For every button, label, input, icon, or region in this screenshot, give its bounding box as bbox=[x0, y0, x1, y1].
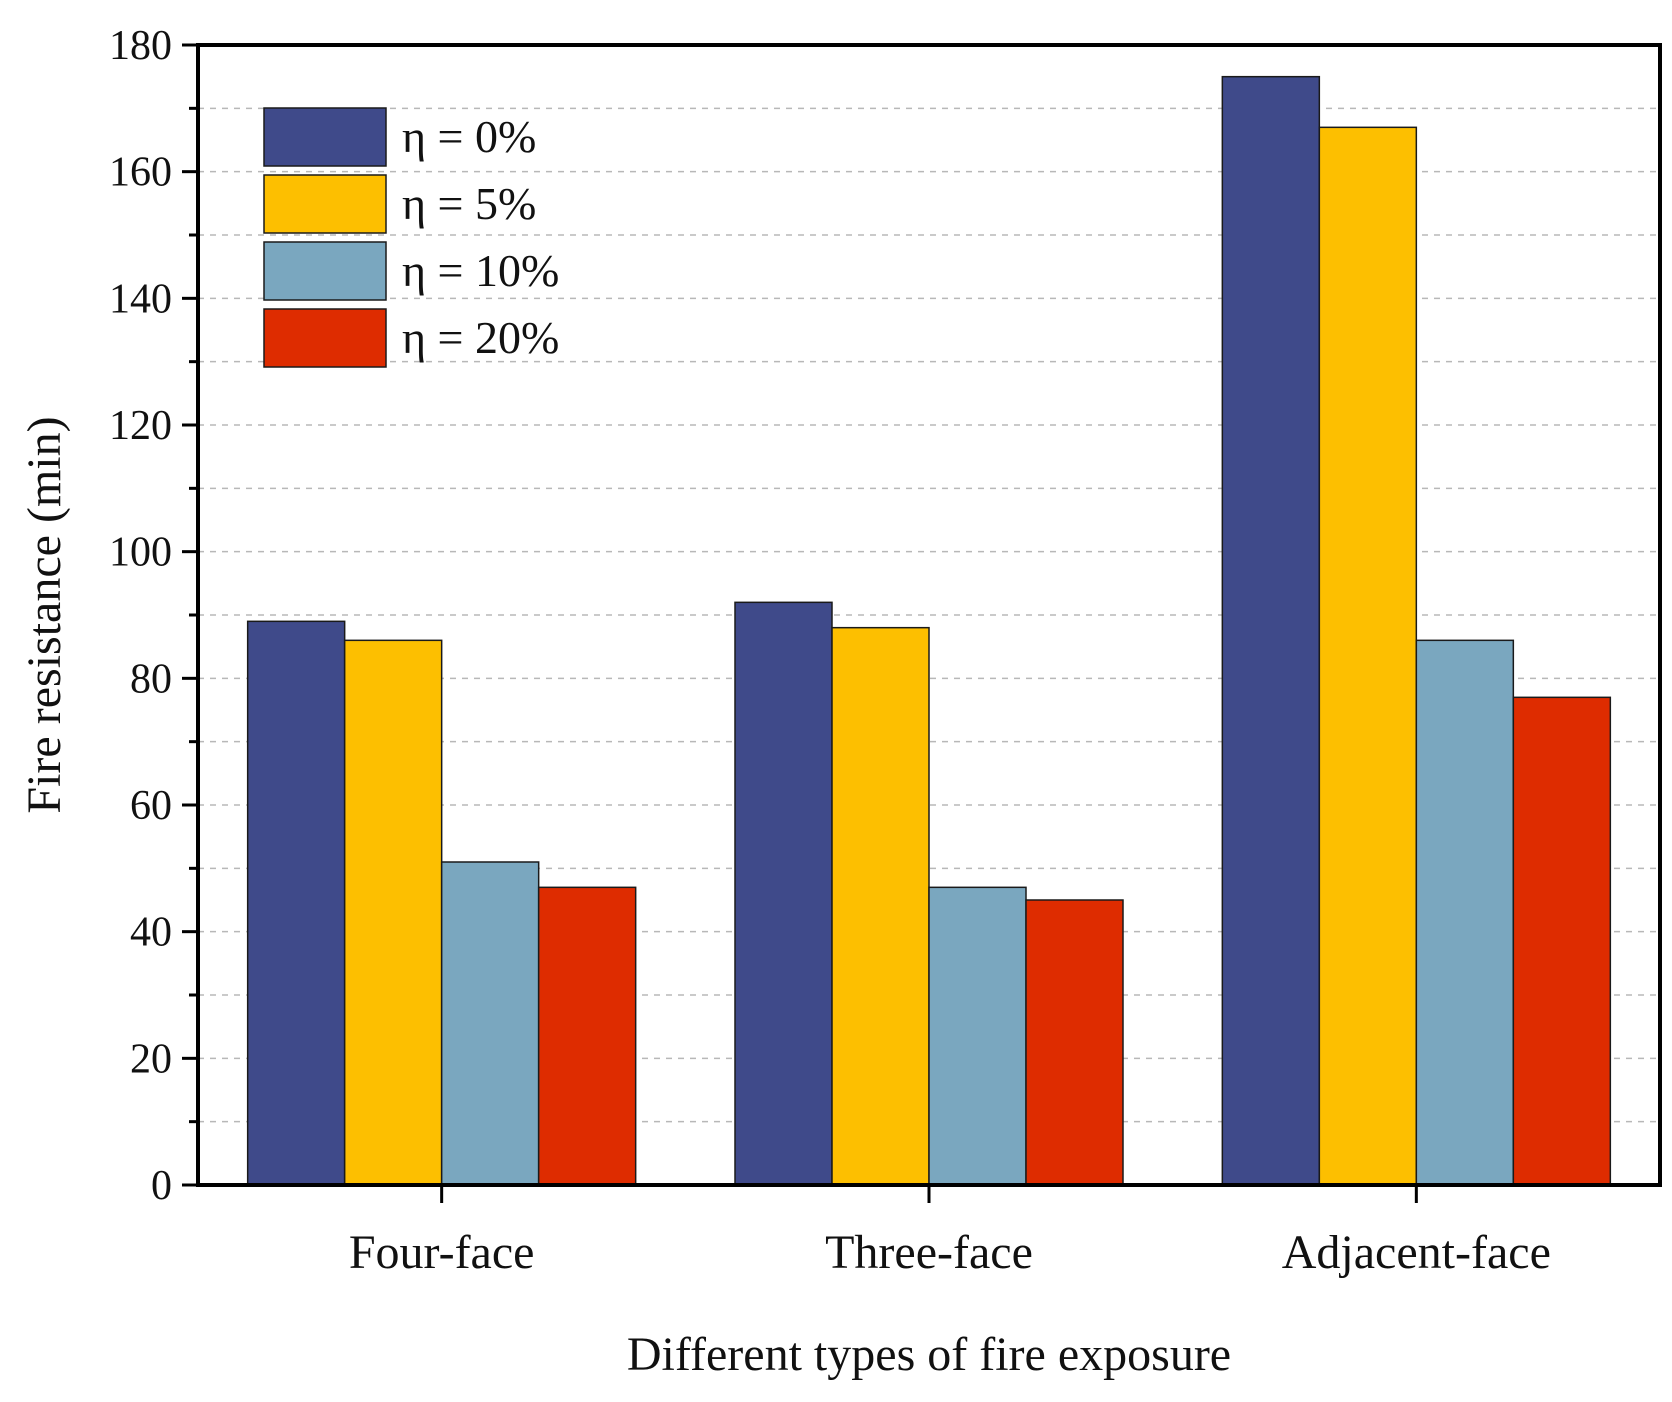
bar-1-1 bbox=[831, 626, 930, 1186]
y-tick-label: 60 bbox=[130, 783, 172, 829]
x-tick-label: Four-face bbox=[349, 1226, 535, 1279]
bar-2-3 bbox=[1512, 696, 1612, 1186]
bar-2-0 bbox=[1221, 75, 1321, 1186]
y-tick-label: 0 bbox=[151, 1163, 172, 1209]
legend-label: η = 20% bbox=[402, 312, 559, 363]
y-tick-label: 100 bbox=[109, 530, 172, 576]
y-tick-label: 20 bbox=[130, 1036, 172, 1082]
axes: 0 20 40 60 80 100 120 140 160 180 Four-face Three-f… bbox=[109, 23, 1551, 1279]
legend-swatch bbox=[263, 107, 387, 167]
bars bbox=[246, 75, 1612, 1186]
y-tick-label: 40 bbox=[130, 910, 172, 956]
legend-label: η = 10% bbox=[402, 245, 559, 296]
legend-swatch bbox=[263, 308, 387, 368]
x-tick-label: Adjacent-face bbox=[1282, 1226, 1551, 1279]
bar-1-2 bbox=[928, 886, 1027, 1186]
legend-swatch bbox=[263, 241, 387, 301]
bar-0-0 bbox=[246, 620, 346, 1186]
legend-swatch bbox=[263, 174, 387, 234]
bar-0-3 bbox=[537, 886, 637, 1186]
y-axis-title: Fire resistance (min) bbox=[18, 416, 71, 813]
bar-2-2 bbox=[1415, 639, 1515, 1186]
bar-0-1 bbox=[343, 639, 443, 1186]
legend-label: η = 0% bbox=[402, 111, 536, 162]
y-tick-label: 140 bbox=[109, 276, 172, 322]
x-axis-title: Different types of fire exposure bbox=[627, 1328, 1231, 1381]
y-tick-label: 120 bbox=[109, 403, 172, 449]
y-tick-label: 180 bbox=[109, 23, 172, 69]
legend-label: η = 5% bbox=[402, 178, 536, 229]
bar-1-3 bbox=[1025, 899, 1124, 1186]
bar-0-2 bbox=[440, 861, 540, 1186]
bar-2-1 bbox=[1318, 126, 1418, 1186]
y-tick-label: 80 bbox=[130, 656, 172, 702]
legend: η = 0% η = 5% η = 10% η = 20% bbox=[263, 107, 559, 368]
x-tick-label: Three-face bbox=[825, 1226, 1033, 1279]
y-tick-label: 160 bbox=[109, 150, 172, 196]
bar-1-0 bbox=[734, 601, 833, 1186]
